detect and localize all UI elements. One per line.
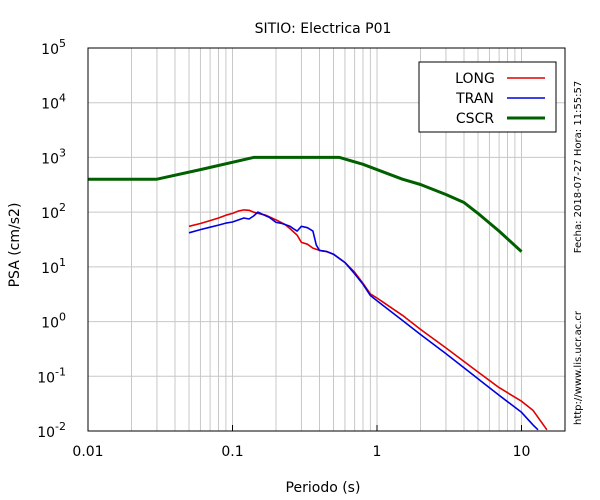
y-axis-label: PSA (cm/s2) — [7, 203, 23, 288]
y-tick-label: 102 — [41, 201, 66, 222]
website-note: http://www.lis.ucr.ac.cr — [573, 310, 584, 425]
chart-title: SITIO: Electrica P01 — [255, 21, 392, 37]
y-tick-label: 101 — [41, 256, 66, 277]
x-tick-label: 10 — [513, 444, 531, 460]
y-tick-label: 10-2 — [37, 420, 66, 441]
datetime-note: Fecha: 2018-07-27 Hora: 11:55:57 — [573, 81, 584, 254]
x-tick-label: 0.01 — [72, 444, 103, 460]
plot-frame — [87, 47, 566, 432]
series-line-long — [188, 209, 548, 431]
y-tick-label: 10-1 — [37, 365, 66, 386]
x-axis-label: Periodo (s) — [286, 480, 361, 496]
series-line-cscr — [88, 155, 523, 253]
legend-box — [418, 61, 557, 133]
series-layer — [88, 155, 548, 431]
legend-label-long: LONG — [455, 71, 495, 87]
y-tick-label: 105 — [41, 37, 66, 58]
grid-layer — [87, 47, 566, 432]
legend-label-tran: TRAN — [455, 91, 494, 107]
y-tick-label: 100 — [41, 311, 66, 332]
y-tick-label: 103 — [41, 146, 66, 167]
y-tick-label: 104 — [41, 92, 66, 113]
series-line-tran — [188, 211, 539, 431]
legend-label-cscr: CSCR — [456, 111, 494, 127]
x-tick-label: 1 — [373, 444, 382, 460]
legend: LONG TRAN CSCR — [418, 61, 557, 133]
x-tick-label: 0.1 — [221, 444, 243, 460]
